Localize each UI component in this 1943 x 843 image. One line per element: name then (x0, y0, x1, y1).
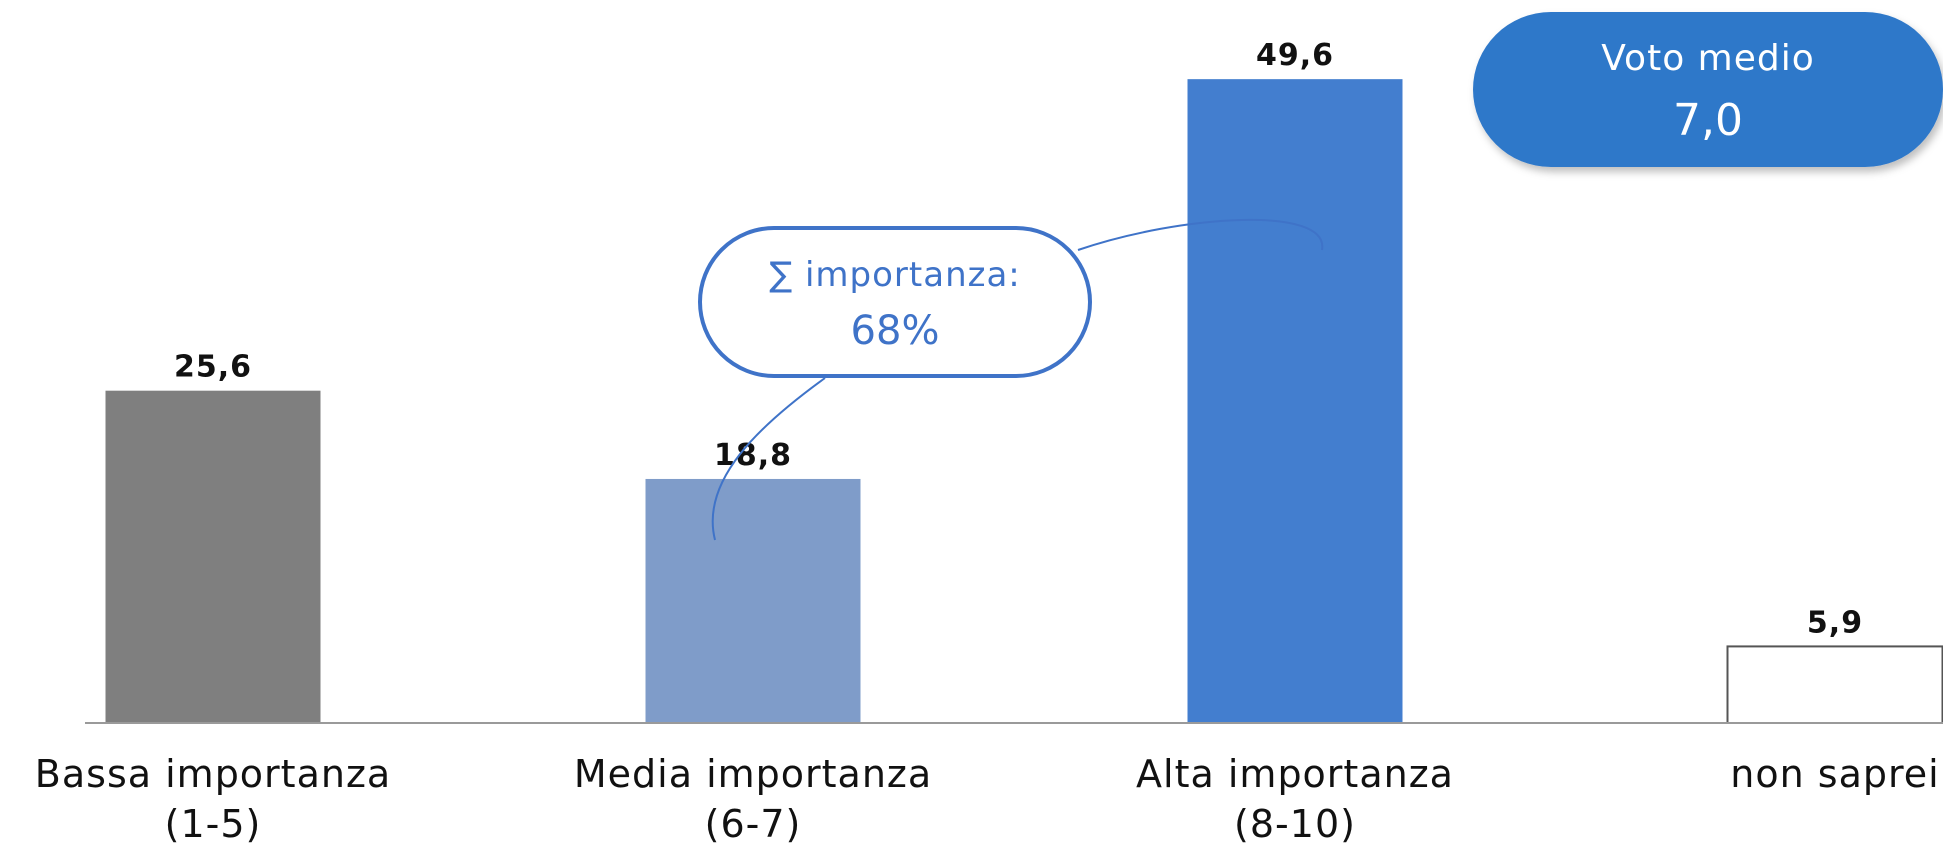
sum-callout-value: 68% (851, 308, 940, 354)
callout-connector-left (711, 377, 826, 541)
value-label-1: 18,8 (714, 438, 792, 473)
category-labels-layer: Bassa importanza (1-5) Media importanza (6-… (35, 752, 1939, 843)
sum-callout-label: ∑ importanza: (769, 255, 1021, 295)
category-label-0-line-1: (1-5) (165, 802, 262, 843)
average-badge-value: 7,0 (1673, 95, 1743, 146)
value-label-2: 49,6 (1256, 38, 1334, 73)
bar-0 (105, 390, 321, 723)
bar-2 (1187, 79, 1403, 723)
bars-layer (105, 79, 1943, 724)
average-badge-bg (1473, 12, 1943, 167)
category-label-1-line-1: (6-7) (705, 802, 802, 843)
callout-connector-right (1077, 218, 1324, 251)
category-label-2-line-0: Alta importanza (1136, 752, 1454, 796)
category-label-0-line-0: Bassa importanza (35, 752, 391, 796)
value-label-0: 25,6 (174, 350, 252, 385)
sum-callout: ∑ importanza: 68% (698, 226, 1092, 378)
category-label-2-line-1: (8-10) (1234, 802, 1356, 843)
bar-1 (645, 478, 861, 723)
category-label-1-line-0: Media importanza (574, 752, 932, 796)
average-badge-title: Voto medio (1601, 38, 1815, 79)
value-labels-layer: 25,6 18,8 49,6 5,9 (174, 38, 1863, 640)
average-badge: Voto medio 7,0 (1473, 12, 1943, 167)
sum-callout-bubble (698, 226, 1092, 378)
bar-3 (1726, 645, 1943, 724)
value-label-3: 5,9 (1807, 605, 1863, 640)
category-label-3-line-0: non saprei (1730, 752, 1939, 796)
